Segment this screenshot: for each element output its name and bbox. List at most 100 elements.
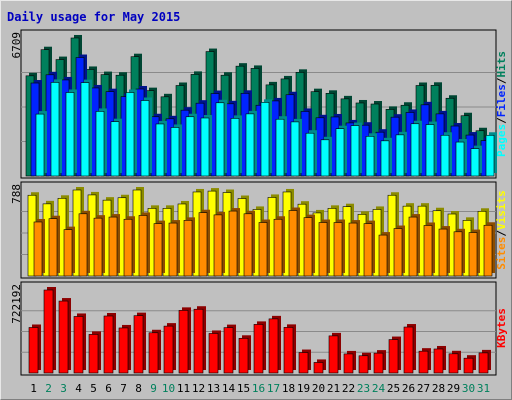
bar-kbytes-day-4 bbox=[73, 313, 86, 374]
bar-pages-day-1 bbox=[35, 111, 47, 177]
bar-pages-day-29 bbox=[455, 139, 467, 177]
bar-pages-day-22 bbox=[350, 122, 362, 177]
bar-sites-day-5 bbox=[93, 215, 105, 277]
bar-sites-day-22 bbox=[348, 220, 360, 277]
day-label-15: 15 bbox=[237, 382, 250, 395]
day-label-31: 31 bbox=[477, 382, 490, 395]
axis-max-label: 722192 bbox=[10, 284, 23, 324]
bar-kbytes-day-25 bbox=[388, 336, 401, 374]
bar-kbytes-day-31 bbox=[478, 349, 491, 374]
day-label-19: 19 bbox=[297, 382, 310, 395]
bar-sites-day-12 bbox=[198, 209, 210, 277]
legend-pages: Pages bbox=[495, 124, 508, 157]
bar-kbytes-day-20 bbox=[313, 359, 326, 374]
legend-panel-1: Pages/Files/Hits bbox=[495, 51, 508, 157]
bar-kbytes-day-7 bbox=[118, 324, 131, 374]
day-label-6: 6 bbox=[105, 382, 112, 395]
chart-title: Daily usage for May 2015 bbox=[7, 10, 181, 24]
bar-kbytes-day-9 bbox=[148, 329, 161, 374]
bar-pages-day-12 bbox=[200, 114, 212, 177]
day-label-24: 24 bbox=[372, 382, 386, 395]
axis-max-label: 6709 bbox=[10, 32, 23, 59]
day-label-29: 29 bbox=[447, 382, 460, 395]
bar-kbytes-day-22 bbox=[343, 350, 356, 374]
bar-sites-day-1 bbox=[33, 218, 45, 277]
bar-sites-day-29 bbox=[453, 228, 465, 277]
day-label-27: 27 bbox=[417, 382, 430, 395]
bar-sites-day-15 bbox=[243, 210, 255, 277]
legend-files: Files bbox=[495, 84, 508, 117]
bar-sites-day-20 bbox=[318, 219, 330, 277]
bar-pages-day-28 bbox=[440, 132, 452, 177]
legend-separator: / bbox=[495, 77, 508, 84]
bar-pages-day-31 bbox=[485, 132, 497, 177]
day-label-21: 21 bbox=[327, 382, 340, 395]
bar-pages-day-4 bbox=[80, 79, 92, 177]
bar-kbytes-day-28 bbox=[433, 345, 446, 374]
bar-kbytes-day-1 bbox=[28, 324, 41, 374]
legend-visits: Visits bbox=[495, 190, 508, 230]
day-label-2: 2 bbox=[45, 382, 52, 395]
bar-sites-day-9 bbox=[153, 220, 165, 277]
bar-sites-day-28 bbox=[438, 226, 450, 277]
bar-sites-day-11 bbox=[183, 217, 195, 277]
day-label-14: 14 bbox=[222, 382, 236, 395]
bar-pages-day-3 bbox=[65, 89, 77, 177]
bar-kbytes-day-15 bbox=[238, 335, 251, 374]
day-label-30: 30 bbox=[462, 382, 475, 395]
bar-sites-day-8 bbox=[138, 212, 150, 277]
bar-pages-day-16 bbox=[260, 99, 272, 177]
bar-kbytes-day-18 bbox=[283, 324, 296, 374]
bar-pages-day-18 bbox=[290, 118, 302, 177]
day-label-3: 3 bbox=[60, 382, 67, 395]
bar-kbytes-day-14 bbox=[223, 324, 236, 374]
panel-2: 788 Sites/Visits bbox=[10, 181, 508, 279]
bar-pages-day-23 bbox=[365, 133, 377, 177]
day-label-1: 1 bbox=[30, 382, 37, 395]
day-label-8: 8 bbox=[135, 382, 142, 395]
day-label-7: 7 bbox=[120, 382, 127, 395]
day-label-23: 23 bbox=[357, 382, 370, 395]
bar-sites-day-30 bbox=[468, 229, 480, 277]
bar-pages-day-13 bbox=[215, 99, 227, 177]
bar-sites-day-26 bbox=[408, 214, 420, 277]
bar-sites-day-14 bbox=[228, 208, 240, 277]
bar-kbytes-day-12 bbox=[193, 306, 206, 374]
bar-kbytes-day-17 bbox=[268, 315, 281, 374]
day-label-11: 11 bbox=[177, 382, 190, 395]
bar-kbytes-day-30 bbox=[463, 355, 476, 374]
bar-pages-day-17 bbox=[275, 116, 287, 177]
legend-hits: Hits bbox=[495, 51, 508, 78]
bar-kbytes-day-3 bbox=[58, 298, 71, 374]
bar-pages-day-14 bbox=[230, 115, 242, 177]
day-label-16: 16 bbox=[252, 382, 265, 395]
day-label-20: 20 bbox=[312, 382, 325, 395]
bar-sites-day-17 bbox=[273, 216, 285, 277]
bar-sites-day-3 bbox=[63, 226, 75, 277]
bar-kbytes-day-6 bbox=[103, 312, 116, 374]
day-label-13: 13 bbox=[207, 382, 220, 395]
bar-pages-day-7 bbox=[125, 89, 137, 177]
bar-kbytes-day-27 bbox=[418, 348, 431, 374]
bar-pages-day-20 bbox=[320, 136, 332, 177]
bar-sites-day-2 bbox=[48, 215, 60, 277]
bar-kbytes-day-29 bbox=[448, 350, 461, 374]
day-label-18: 18 bbox=[282, 382, 295, 395]
legend-panel-2: Sites/Visits bbox=[495, 190, 508, 270]
axis-max-label: 788 bbox=[10, 184, 23, 204]
bar-kbytes-day-19 bbox=[298, 349, 311, 374]
bar-pages-day-15 bbox=[245, 110, 257, 177]
bar-sites-day-13 bbox=[213, 211, 225, 277]
bar-kbytes-day-16 bbox=[253, 321, 266, 374]
day-label-10: 10 bbox=[162, 382, 175, 395]
bar-kbytes-day-23 bbox=[358, 352, 371, 374]
bar-pages-day-11 bbox=[185, 113, 197, 177]
bar-sites-day-19 bbox=[303, 214, 315, 277]
x-axis-labels: 1 2 3 4 5 6 7 8 9 10 11 12 13 14 15 16 17 18 19 20 21 22 23 24 2… bbox=[30, 382, 490, 395]
day-label-17: 17 bbox=[267, 382, 280, 395]
bar-kbytes-day-2 bbox=[43, 287, 56, 374]
bar-pages-day-8 bbox=[140, 97, 152, 177]
bar-sites-day-27 bbox=[423, 222, 435, 277]
